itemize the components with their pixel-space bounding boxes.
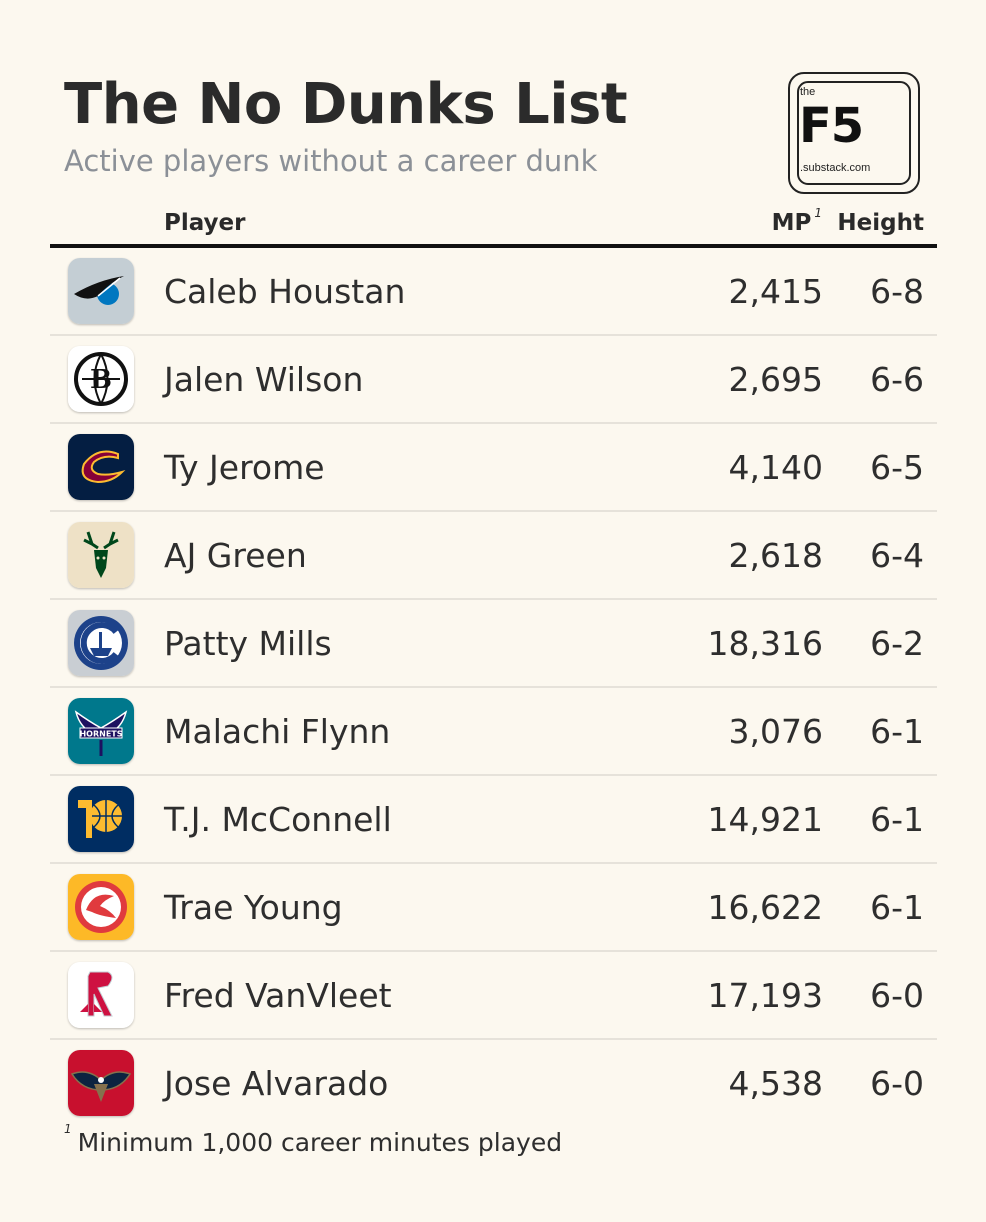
player-mp: 4,140 xyxy=(728,448,823,487)
player-name: Malachi Flynn xyxy=(164,712,391,751)
logo-f5: F5 xyxy=(799,98,864,154)
table-row: Fred VanVleet 17,193 6-0 xyxy=(50,952,937,1040)
page-subtitle: Active players without a career dunk xyxy=(64,144,598,178)
player-name: T.J. McConnell xyxy=(164,800,392,839)
player-mp: 2,415 xyxy=(728,272,823,311)
player-height: 6-5 xyxy=(870,448,924,487)
player-mp: 3,076 xyxy=(728,712,823,751)
player-height: 6-0 xyxy=(870,976,924,1015)
footnote: 1 Minimum 1,000 career minutes played xyxy=(64,1122,563,1157)
player-name: Jalen Wilson xyxy=(164,360,364,399)
charlotte-hornets-icon: HORNETS xyxy=(68,698,134,764)
houston-rockets-icon xyxy=(68,962,134,1028)
brooklyn-nets-icon: B xyxy=(68,346,134,412)
player-height: 6-8 xyxy=(870,272,924,311)
table-row: Patty Mills 18,316 6-2 xyxy=(50,600,937,688)
column-header-player: Player xyxy=(164,210,246,236)
table-row: Ty Jerome 4,140 6-5 xyxy=(50,424,937,512)
cleveland-cavaliers-icon xyxy=(68,434,134,500)
column-header-mp-note: 1 xyxy=(814,206,822,220)
table-row: Caleb Houstan 2,415 6-8 xyxy=(50,248,937,336)
column-header-mp: MP 1 xyxy=(771,206,822,236)
table-row: T.J. McConnell 14,921 6-1 xyxy=(50,776,937,864)
player-mp: 16,622 xyxy=(707,888,823,927)
footnote-mark: 1 xyxy=(64,1122,72,1136)
table-row: Jose Alvarado 4,538 6-0 xyxy=(50,1040,937,1126)
milwaukee-bucks-icon xyxy=(68,522,134,588)
player-name: AJ Green xyxy=(164,536,307,575)
svg-text:B: B xyxy=(90,365,112,395)
player-mp: 18,316 xyxy=(707,624,823,663)
player-name: Fred VanVleet xyxy=(164,976,392,1015)
player-height: 6-4 xyxy=(870,536,924,575)
logo-the: the xyxy=(800,86,816,98)
la-clippers-icon xyxy=(68,610,134,676)
indiana-pacers-icon xyxy=(68,786,134,852)
orlando-magic-icon xyxy=(68,258,134,324)
page-title: The No Dunks List xyxy=(64,72,628,137)
f5-logo: the F5 .substack.com xyxy=(788,72,920,194)
header-rule xyxy=(50,244,937,248)
player-mp: 4,538 xyxy=(728,1064,823,1103)
table-row: AJ Green 2,618 6-4 xyxy=(50,512,937,600)
player-mp: 17,193 xyxy=(707,976,823,1015)
player-height: 6-6 xyxy=(870,360,924,399)
player-mp: 2,618 xyxy=(728,536,823,575)
column-header-height: Height xyxy=(837,210,924,236)
player-height: 6-1 xyxy=(870,888,924,927)
logo-site: .substack.com xyxy=(800,162,871,174)
player-name: Ty Jerome xyxy=(164,448,325,487)
player-name: Trae Young xyxy=(164,888,343,927)
player-height: 6-0 xyxy=(870,1064,924,1103)
player-mp: 2,695 xyxy=(728,360,823,399)
player-name: Patty Mills xyxy=(164,624,332,663)
player-name: Caleb Houstan xyxy=(164,272,406,311)
player-height: 6-1 xyxy=(870,800,924,839)
new-orleans-pelicans-icon xyxy=(68,1050,134,1116)
column-header-mp-label: MP xyxy=(771,210,812,236)
table-row: B Jalen Wilson 2,695 6-6 xyxy=(50,336,937,424)
footnote-text: Minimum 1,000 career minutes played xyxy=(77,1128,563,1157)
table-row: HORNETS Malachi Flynn 3,076 6-1 xyxy=(50,688,937,776)
player-name: Jose Alvarado xyxy=(164,1064,389,1103)
player-height: 6-1 xyxy=(870,712,924,751)
table-row: Trae Young 16,622 6-1 xyxy=(50,864,937,952)
player-table: Caleb Houstan 2,415 6-8 B Jalen Wilson 2… xyxy=(50,248,937,1126)
atlanta-hawks-icon xyxy=(68,874,134,940)
svg-text:HORNETS: HORNETS xyxy=(79,730,122,739)
player-height: 6-2 xyxy=(870,624,924,663)
player-mp: 14,921 xyxy=(707,800,823,839)
